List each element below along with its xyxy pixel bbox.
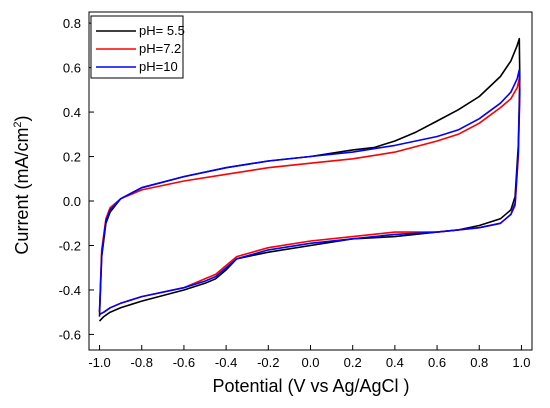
x-tick-label: -0.4 xyxy=(215,355,237,370)
x-tick-label: 0.8 xyxy=(470,355,488,370)
x-tick-label: -1.0 xyxy=(88,355,110,370)
y-tick-label: -0.4 xyxy=(59,283,81,298)
series-layer xyxy=(98,37,521,322)
x-tick-label: 0.4 xyxy=(386,355,404,370)
series-line-2 xyxy=(98,69,521,316)
x-tick-label: -0.6 xyxy=(173,355,195,370)
x-tick-label: 1.0 xyxy=(512,355,530,370)
y-tick-label: 0.8 xyxy=(63,16,81,31)
y-axis-title: Current (mA/cm2) xyxy=(12,115,32,254)
y-axis-title-suffix: ) xyxy=(12,115,32,121)
y-tick-label: -0.6 xyxy=(59,327,81,342)
y-tick-label: 0.2 xyxy=(63,150,81,165)
x-tick-label: 0.0 xyxy=(301,355,319,370)
x-axis-title: Potential (V vs Ag/AgCl ) xyxy=(212,376,409,396)
series-line-0 xyxy=(98,37,521,322)
x-tick-label: -0.2 xyxy=(257,355,279,370)
x-tick-label: -0.8 xyxy=(131,355,153,370)
legend: pH= 5.5 pH=7.2 pH=10 xyxy=(90,15,185,79)
y-tick-label: -0.2 xyxy=(59,238,81,253)
x-axis-ticks: -1.0 -0.8 -0.6 -0.4 -0.2 0.0 0.2 0.4 0.6 0.8 1.0 xyxy=(88,345,530,370)
legend-label-series-2: pH=10 xyxy=(139,59,178,74)
series-line-1 xyxy=(98,77,521,316)
y-axis-ticks: -0.6 -0.4 -0.2 0.0 0.2 0.4 0.6 0.8 xyxy=(59,16,94,342)
legend-label-series-0: pH= 5.5 xyxy=(139,23,185,38)
y-tick-label: 0.4 xyxy=(63,105,81,120)
y-tick-label: 0.0 xyxy=(63,194,81,209)
y-tick-label: 0.6 xyxy=(63,61,81,76)
x-tick-label: 0.2 xyxy=(344,355,362,370)
x-tick-label: 0.6 xyxy=(428,355,446,370)
legend-label-series-1: pH=7.2 xyxy=(139,41,181,56)
y-axis-title-superscript: 2 xyxy=(12,121,24,127)
y-axis-title-main: Current (mA/cm xyxy=(12,128,32,255)
